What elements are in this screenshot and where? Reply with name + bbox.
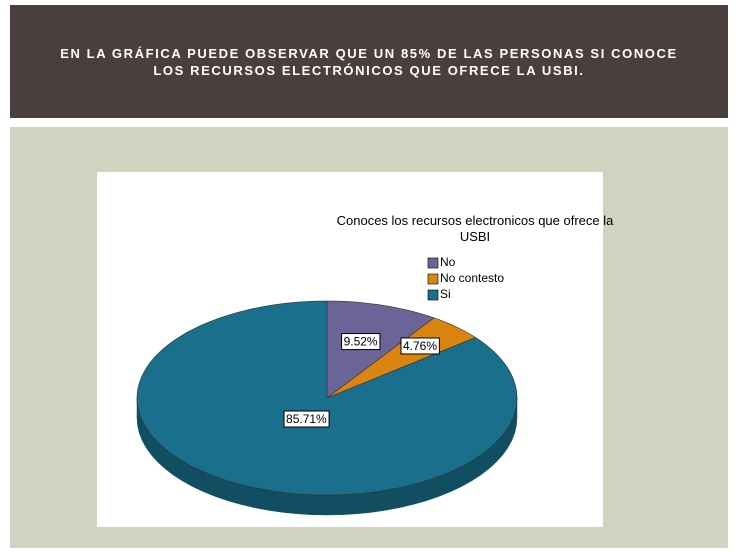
- chart-title: Conoces los recursos electronicos que of…: [336, 213, 614, 244]
- legend-swatch: [427, 289, 439, 301]
- data-label: 85.71%: [286, 412, 327, 426]
- legend-swatch: [427, 257, 439, 269]
- data-label-box: [283, 410, 330, 428]
- pie-slice: [326, 300, 435, 399]
- legend-label: No: [440, 255, 456, 269]
- pie-slice: [136, 300, 518, 496]
- data-label: 4.76%: [403, 339, 437, 353]
- header: EN LA GRÁFICA PUEDE OBSERVAR QUE UN 85% …: [10, 5, 728, 118]
- legend-swatch: [427, 273, 439, 285]
- data-label-box: [341, 333, 381, 351]
- legend-label: Si: [440, 287, 451, 301]
- data-label-box: [400, 337, 440, 355]
- header-text: EN LA GRÁFICA PUEDE OBSERVAR QUE UN 85% …: [60, 45, 678, 78]
- data-label: 9.52%: [344, 335, 378, 349]
- legend-label: No contesto: [440, 271, 504, 285]
